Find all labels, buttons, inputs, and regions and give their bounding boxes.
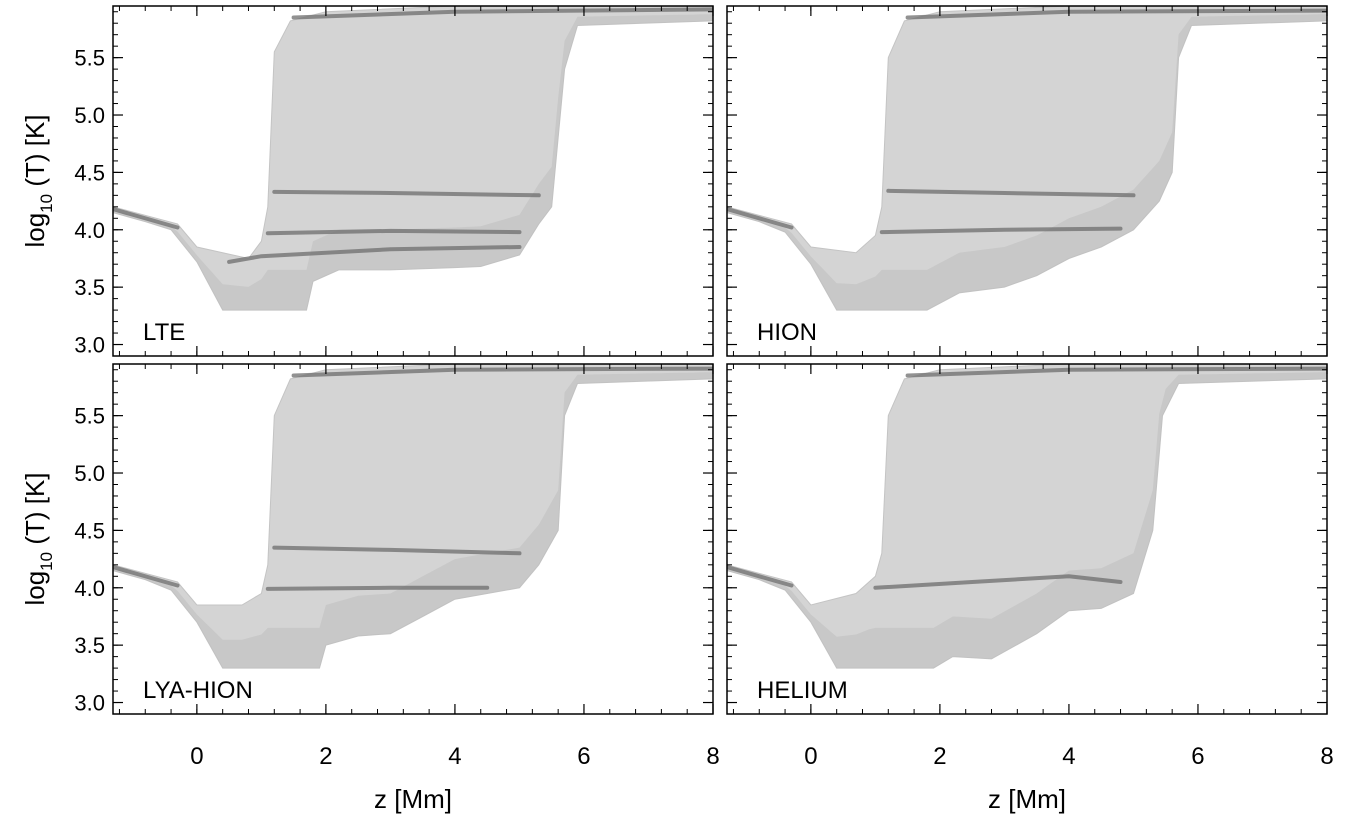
panel-hion: HION [726,5,1328,357]
dense-band-0 [727,207,794,230]
panel-frame [726,5,1328,357]
dense-lower-region [727,372,1327,669]
panel-label: HION [757,319,817,346]
plot-area [113,6,713,311]
y-tick-label: 4.0 [74,576,105,601]
panel-frame [112,5,714,357]
dense-band-2 [265,228,522,236]
y-tick-label: 5.0 [74,461,105,486]
panel-lya-hion: 0 2 4 6 8 3.0 3.5 4.0 4.5 5.0 5.5 LYA-HION log10 (T)… [20,363,720,814]
x-tick-label: 4 [1062,743,1075,770]
y-tick-label: 5.0 [74,103,105,128]
x-tick-label: 0 [804,743,817,770]
dense-band-0 [113,565,180,588]
panel-label: LYA-HION [143,677,253,704]
x-tick-label: 4 [448,743,461,770]
dense-band-3 [272,189,541,198]
dense-band-2 [272,545,522,556]
dense-band-2 [886,188,1136,198]
dense-lower-region [727,14,1327,311]
y-tick-label: 4.5 [74,518,105,543]
x-tick-label: 0 [190,743,203,770]
x-tick-label: 2 [933,743,946,770]
x-axis-label: z [Mm] [374,784,452,814]
y-tick-label: 4.5 [74,160,105,185]
x-tick-label: 2 [319,743,332,770]
y-axis-label: log10 (T) [K] [20,472,56,605]
y-tick-label: 3.5 [74,275,105,300]
y-tick-label: 3.0 [74,691,105,716]
y-tick-label: 5.5 [74,404,105,429]
y-axis-label: log10 (T) [K] [20,114,56,247]
dense-band-1 [879,226,1123,235]
dense-band-0 [113,207,180,230]
dense-lower-region [113,14,713,311]
panel-frame [112,363,714,715]
panel-helium: 0 2 4 6 8 HELIUM z [Mm] [726,363,1334,814]
y-tick-label: 5.5 [74,46,105,71]
dense-band-0 [727,565,794,588]
y-tick-label: 3.5 [74,633,105,658]
plot-area [727,364,1327,669]
x-tick-label: 8 [1320,743,1333,770]
x-axis-label: z [Mm] [988,784,1066,814]
dense-band-1 [873,574,1123,590]
panel-frame [726,363,1328,715]
y-tick-label: 4.0 [74,218,105,243]
dense-band-1 [265,585,490,591]
x-tick-label: 6 [1191,743,1204,770]
panel-lte: 3.0 3.5 4.0 4.5 5.0 5.5 LTE log10 (T) [K] [20,5,714,358]
plot-area [113,364,713,669]
panel-label: LTE [143,319,185,346]
dense-lower-region [113,372,713,669]
x-tick-label: 6 [577,743,590,770]
y-tick-label: 3.0 [74,333,105,358]
x-tick-label: 8 [706,743,719,770]
dense-band-1 [227,245,522,264]
plot-area [727,6,1327,311]
panel-label: HELIUM [757,677,848,704]
